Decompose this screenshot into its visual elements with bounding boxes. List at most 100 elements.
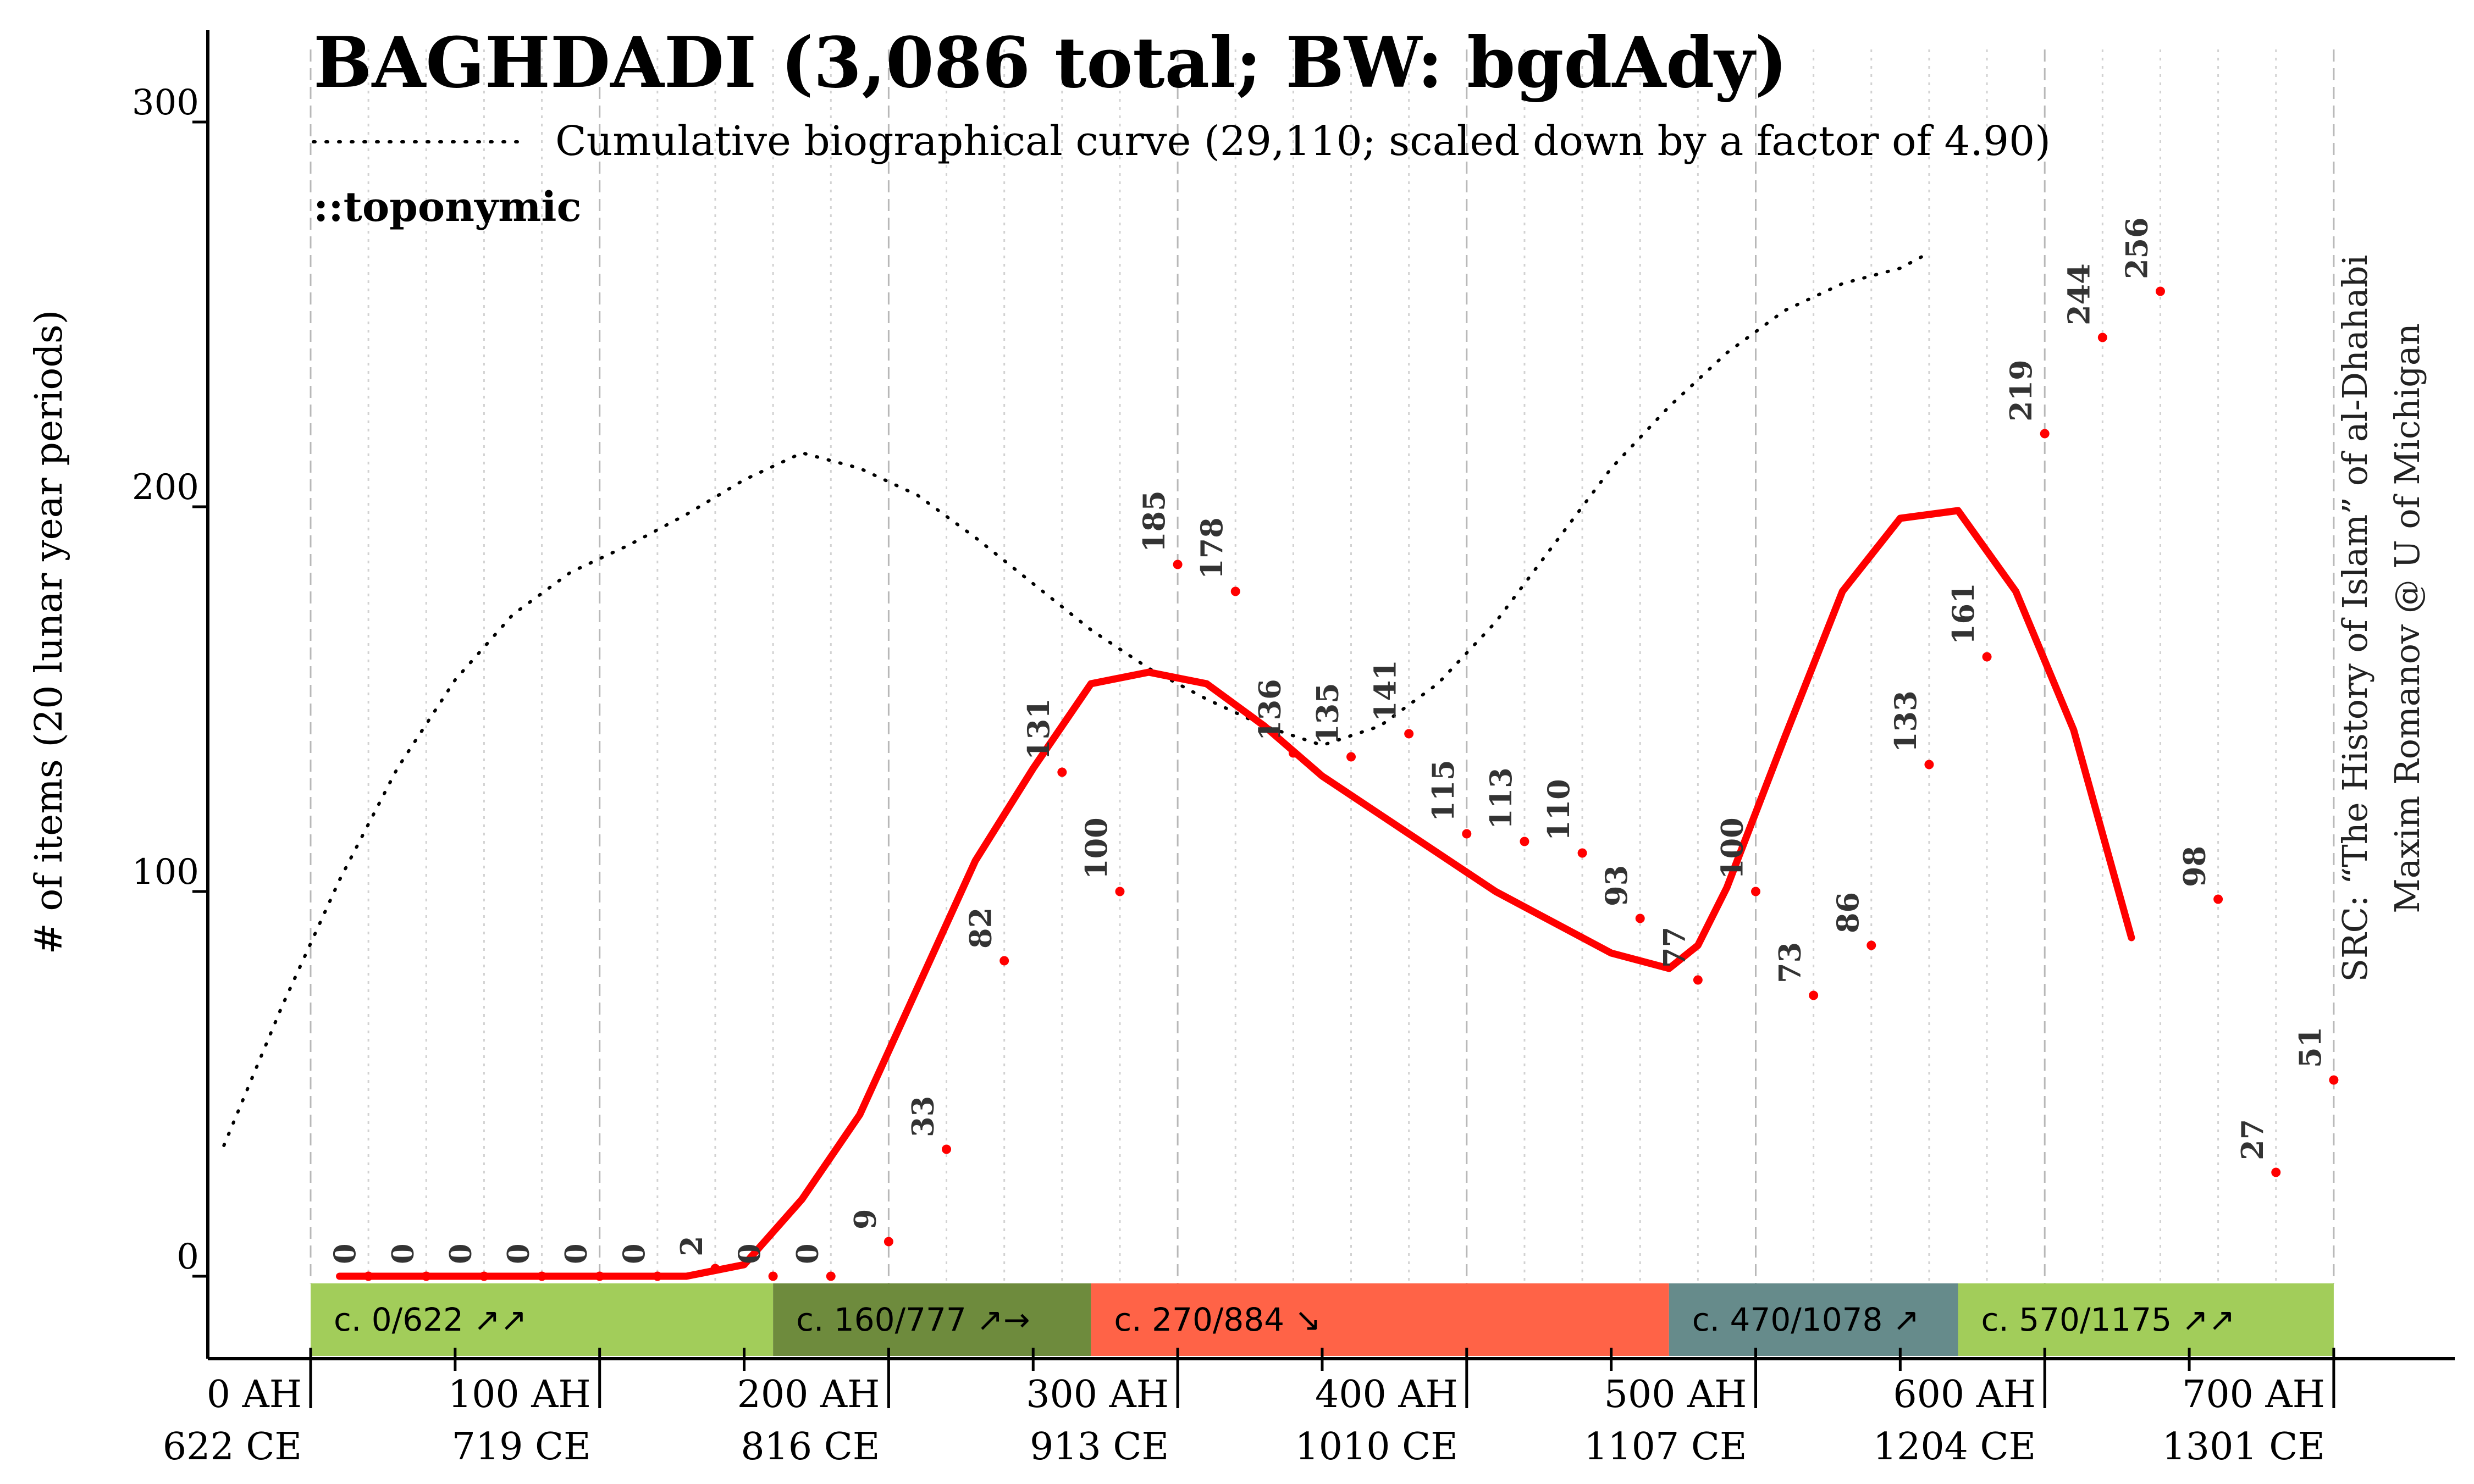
chart-tag: ::toponymic (313, 184, 582, 231)
data-value-label: 77 (1656, 927, 1692, 968)
data-value-label: 141 (1368, 660, 1403, 722)
x-tick-label-ce: 913 CE (1030, 1425, 1169, 1469)
data-value-label: 0 (789, 1243, 825, 1264)
data-point (479, 1271, 489, 1281)
x-tick-label-ah: 200 AH (737, 1373, 880, 1416)
data-point (710, 1264, 720, 1273)
data-point (1866, 940, 1876, 950)
data-value-label: 136 (1252, 679, 1287, 741)
x-tick-label-ah: 400 AH (1315, 1373, 1458, 1416)
data-point (1057, 767, 1067, 777)
data-point (1230, 586, 1240, 596)
phase-bars: c. 0/622 ↗↗ c. 160/777 ↗→ c. 270/884 ↘ c. 4… (311, 1283, 2334, 1356)
data-value-label: 82 (963, 907, 998, 949)
data-point (1693, 975, 1703, 985)
data-value-label: 115 (1426, 760, 1461, 822)
y-tick-label: 100 (132, 852, 199, 893)
x-tick-label-ce: 1301 CE (2162, 1425, 2325, 1469)
data-point (1982, 652, 1992, 662)
data-point (999, 956, 1009, 966)
grid-lines (310, 49, 2335, 1283)
data-points: 0 0 0 0 0 0 2 0 0 9 33 82 131 100 185 178 136 135 141 115 11… (327, 217, 2339, 1281)
data-point (1346, 752, 1356, 762)
axes: 0 100 2 0 0 300 0 AH 622 CE 100 AH 719 CE 200 AH 81… (132, 30, 2455, 1469)
data-point (1924, 760, 1934, 769)
phase-label: c. 270/884 ↘ (1114, 1301, 1321, 1338)
data-point (1462, 829, 1472, 839)
phase-bar (311, 1283, 774, 1356)
data-point (1520, 837, 1529, 846)
data-point (363, 1271, 373, 1281)
x-tick-label-ce: 1010 CE (1295, 1425, 1457, 1469)
phase-label: c. 570/1175 ↗↗ (1981, 1301, 2235, 1338)
data-point (768, 1271, 778, 1281)
data-point (826, 1271, 836, 1281)
data-point (942, 1144, 952, 1154)
data-value-label: 100 (1079, 817, 1114, 879)
data-value-label: 0 (559, 1243, 594, 1264)
legend-text: Cumulative biographical curve (29,110; s… (555, 118, 2051, 165)
data-point (883, 1237, 893, 1247)
data-value-label: 86 (1830, 892, 1865, 933)
curves (222, 251, 2135, 1280)
data-value-label: 2 (674, 1236, 709, 1256)
data-value-label: 0 (501, 1243, 536, 1264)
x-tick-label-ce: 1204 CE (1873, 1425, 2036, 1469)
smoothed-line (336, 507, 2135, 1280)
data-point (1751, 887, 1760, 896)
data-point (537, 1271, 547, 1281)
data-point (421, 1271, 431, 1281)
data-value-label: 33 (905, 1096, 941, 1137)
data-value-label: 9 (847, 1209, 882, 1230)
data-value-label: 51 (2293, 1027, 2328, 1068)
data-value-label: 0 (616, 1243, 651, 1264)
data-value-label: 27 (2235, 1119, 2270, 1160)
chart-title: BAGHDADI (3,086 total; BW: bgdAdy) (313, 22, 1787, 103)
data-point (653, 1271, 662, 1281)
x-tick-label-ah: 100 AH (448, 1373, 591, 1416)
phase-bar (773, 1283, 1091, 1356)
data-value-label: 133 (1888, 690, 1923, 752)
data-value-label: 0 (732, 1243, 767, 1264)
x-tick-label-ah: 0 AH (207, 1373, 302, 1416)
data-value-label: 110 (1541, 779, 1576, 841)
data-value-label: 113 (1483, 767, 1518, 829)
source-line-2: Maxim Romanov @ U of Michigan (2387, 323, 2427, 913)
data-point (1288, 748, 1298, 758)
x-tick-label-ce: 719 CE (452, 1425, 591, 1469)
x-tick-label-ah: 300 AH (1026, 1373, 1169, 1416)
source-line-1: SRC: “The History of Islam” of al-Dhahab… (2335, 255, 2375, 982)
phase-bar (1091, 1283, 1669, 1356)
data-value-label: 131 (1021, 698, 1056, 760)
y-axis-label: # of items (20 lunar year periods) (27, 310, 71, 955)
x-tick-label-ce: 816 CE (741, 1425, 880, 1469)
data-value-label: 219 (2003, 359, 2039, 422)
y-tick-label: 0 (176, 1237, 199, 1277)
data-point (1635, 913, 1645, 923)
x-tick-label-ce: 622 CE (163, 1425, 302, 1469)
y-tick-label: 300 (132, 82, 199, 123)
data-point (2213, 894, 2223, 904)
data-value-label: 135 (1310, 683, 1345, 745)
data-point (1173, 560, 1183, 569)
x-tick-label-ah: 700 AH (2182, 1373, 2325, 1416)
phase-label: c. 160/777 ↗→ (796, 1301, 1030, 1338)
phase-label: c. 0/622 ↗↗ (334, 1301, 527, 1338)
x-tick-label-ce: 1107 CE (1584, 1425, 1747, 1469)
data-value-label: 100 (1715, 817, 1750, 879)
data-point (2155, 286, 2165, 296)
data-point (2097, 333, 2107, 342)
data-point (1809, 990, 1819, 1000)
data-value-label: 244 (2061, 263, 2096, 325)
phase-bar (1958, 1283, 2334, 1356)
phase-bar (1669, 1283, 1958, 1356)
data-point (2040, 429, 2050, 439)
data-point (1577, 848, 1587, 858)
data-point (2271, 1167, 2281, 1177)
data-value-label: 256 (2119, 217, 2154, 279)
data-value-label: 0 (443, 1243, 478, 1264)
data-value-label: 93 (1599, 865, 1634, 906)
data-value-label: 0 (327, 1243, 362, 1264)
x-tick-label-ah: 500 AH (1604, 1373, 1747, 1416)
